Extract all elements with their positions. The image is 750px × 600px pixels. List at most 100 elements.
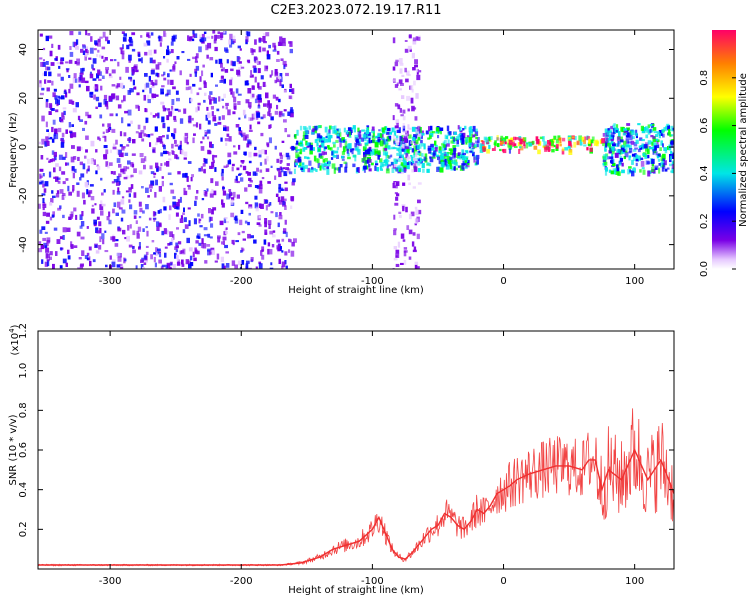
spectral-cell — [318, 148, 321, 152]
spectral-cell — [279, 80, 282, 87]
spectral-cell — [269, 74, 272, 78]
spectral-cell — [129, 40, 134, 47]
spectral-cell — [317, 162, 321, 168]
spectral-cell — [612, 162, 616, 166]
spectral-cell — [168, 51, 171, 54]
spectral-cell — [117, 104, 122, 109]
spectral-cell — [185, 172, 188, 178]
spectral-cell — [461, 163, 466, 166]
spectral-cell — [127, 123, 131, 127]
spectral-cell — [49, 256, 52, 260]
spectral-cell — [62, 227, 67, 233]
spectral-cell — [166, 134, 169, 140]
spectral-cell — [393, 228, 397, 231]
spectral-cell — [188, 220, 191, 227]
spectral-cell — [396, 193, 400, 197]
spectral-cell — [553, 144, 556, 148]
spectral-cell — [296, 149, 300, 152]
spectral-cell — [91, 208, 95, 214]
spectral-cell — [669, 163, 673, 167]
spectral-cell — [337, 128, 341, 134]
spectral-cell — [299, 148, 303, 155]
spectral-cell — [46, 258, 50, 262]
spectral-cell — [138, 246, 141, 250]
spectral-cell — [667, 131, 671, 136]
spectral-cell — [67, 185, 70, 192]
spectral-cell — [140, 35, 143, 38]
spectral-cell — [72, 172, 75, 179]
spectral-cell — [428, 135, 432, 139]
spectral-cell — [44, 231, 48, 234]
spectral-cell — [173, 128, 177, 134]
spectral-cell — [393, 158, 397, 162]
spectral-cell — [245, 171, 249, 174]
spectral-cell — [396, 147, 400, 151]
spectral-cell — [221, 202, 225, 208]
spectral-cell — [449, 163, 452, 169]
spectral-cell — [544, 146, 548, 152]
spectral-cell — [398, 88, 402, 91]
spectral-cell — [415, 93, 419, 99]
spectral-cell — [576, 140, 581, 146]
spectral-cell — [213, 39, 217, 44]
spectral-cell — [316, 136, 321, 141]
spectral-cell — [73, 73, 77, 79]
spectral-cell — [61, 115, 65, 120]
spectral-cell — [330, 157, 334, 160]
spectral-cell — [198, 218, 201, 224]
spectral-cell — [201, 33, 205, 38]
spectral-cell — [103, 94, 108, 101]
spectral-cell — [583, 139, 586, 144]
spectral-cell — [167, 79, 170, 85]
spectral-cell — [161, 176, 164, 179]
spectral-cell — [402, 115, 406, 121]
spectral-cell — [241, 230, 245, 234]
spectral-cell — [341, 151, 345, 155]
spectral-cell — [386, 127, 391, 132]
spectral-cell — [374, 149, 377, 156]
spectral-cell — [248, 160, 252, 164]
spectral-cell — [455, 144, 460, 147]
spectral-cell — [73, 156, 77, 160]
spectral-cell — [635, 129, 638, 136]
spectral-cell — [396, 129, 401, 133]
spectral-cell — [147, 99, 151, 104]
spectral-cell — [451, 161, 455, 164]
spectral-cell — [54, 95, 58, 100]
spectral-cell — [464, 150, 469, 153]
spectral-cell — [620, 144, 623, 148]
spectral-cell — [413, 145, 418, 151]
spectral-cell — [41, 226, 46, 230]
spectral-cell — [578, 135, 582, 142]
spectral-cell — [209, 99, 212, 105]
spectral-cell — [88, 57, 92, 60]
spectral-cell — [550, 140, 554, 146]
spectral-cell — [292, 146, 296, 150]
spectral-cell — [150, 254, 153, 260]
spectral-cell — [51, 126, 54, 133]
spectral-cell — [365, 127, 369, 130]
spectral-cell — [100, 85, 103, 91]
spectral-cell — [519, 139, 523, 145]
spectral-cell — [354, 134, 359, 141]
spectral-cell — [144, 83, 148, 90]
spectral-cell — [95, 149, 98, 153]
spectral-cell — [513, 145, 518, 148]
colorbar-label: Normalized spectral amplitude — [738, 73, 749, 227]
spectral-cell — [639, 169, 642, 173]
spectral-cell — [216, 253, 220, 260]
spectral-cell — [457, 165, 461, 168]
spectral-cell — [468, 142, 472, 148]
spectral-cell — [281, 250, 284, 253]
spectral-cell — [306, 145, 310, 149]
spectral-cell — [79, 161, 83, 166]
spectral-cell — [414, 218, 419, 224]
spectral-cell — [113, 171, 116, 175]
spectral-cell — [166, 45, 169, 50]
spectral-cell — [246, 143, 250, 148]
spectral-cell — [39, 33, 43, 37]
spectral-cell — [176, 202, 180, 207]
spectral-cell — [381, 137, 385, 141]
spectral-cell — [251, 93, 255, 98]
spectral-cell — [99, 227, 102, 234]
